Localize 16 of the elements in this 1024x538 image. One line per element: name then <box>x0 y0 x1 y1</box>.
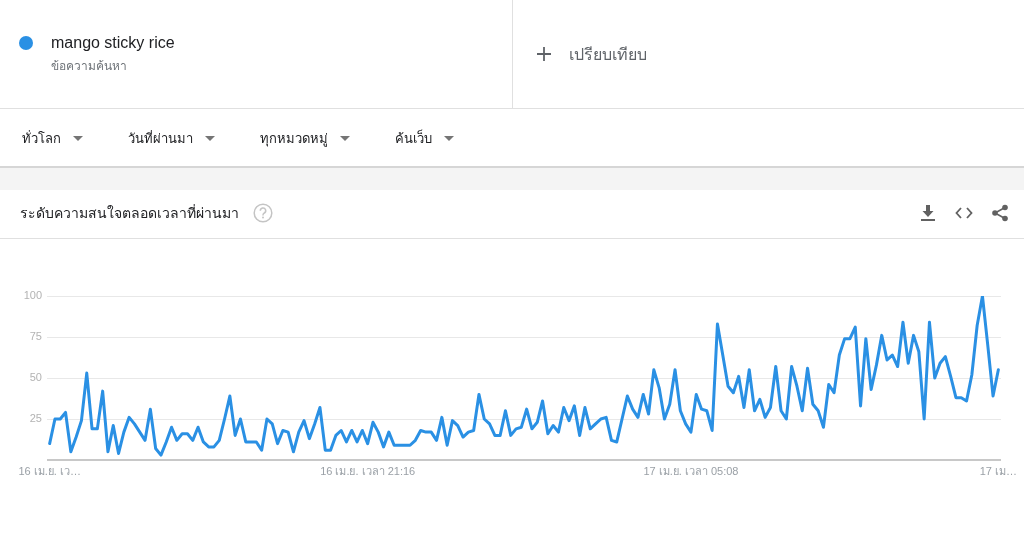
y-tick-label: 75 <box>29 330 42 343</box>
y-tick-label: 100 <box>23 289 42 302</box>
text: ข้อความค้นหา <box>51 59 127 73</box>
text: ค้นเว็บ <box>395 128 432 148</box>
x-tick-label: 17 เม… <box>979 464 1017 477</box>
text: ทั่วโลก <box>22 129 61 148</box>
y-tick-label: 50 <box>29 371 42 384</box>
text: วันที่ผ่านมา <box>128 129 193 148</box>
x-tick-label: 16 เม.ย. เว… <box>18 464 81 477</box>
x-tick-label: 16 เม.ย. เวลา 21:16 <box>320 464 416 477</box>
chart-title: ระดับความสนใจตลอดเวลาที่ผ่านมา <box>20 203 239 223</box>
x-tick-label: 17 เม.ย. เวลา 05:08 <box>643 464 739 477</box>
text: ทุกหมวดหมู่ <box>260 129 328 149</box>
y-tick-label: 25 <box>29 412 42 425</box>
text: เปรียบเทียบ <box>569 44 647 65</box>
legend-label: mango sticky rice <box>51 34 175 52</box>
